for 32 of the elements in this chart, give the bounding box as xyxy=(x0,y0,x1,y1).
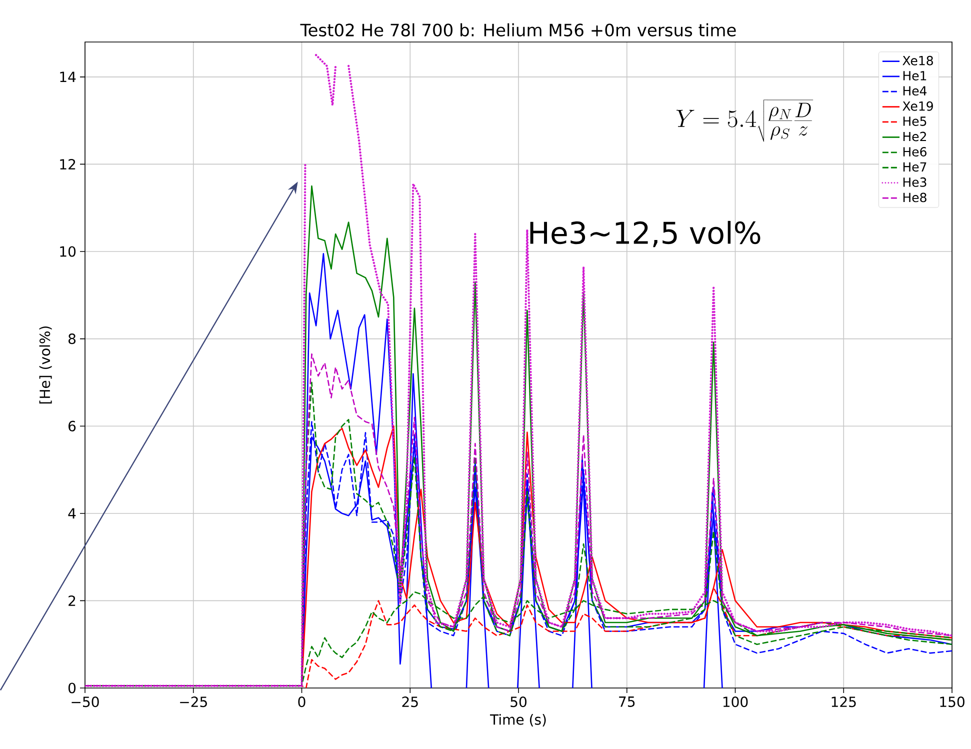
legend-label: He3 xyxy=(903,177,926,187)
x-tick-label: 150 xyxy=(940,696,964,708)
annotation: He3~12,5 vol% xyxy=(530,220,760,248)
legend-label: He2 xyxy=(903,132,926,142)
legend-label: He5 xyxy=(903,116,926,126)
y-tick-label: 0 xyxy=(68,682,76,694)
y-tick-label: 12 xyxy=(60,159,76,170)
legend-label: He7 xyxy=(903,162,926,172)
x-axis-title: Time (s) xyxy=(490,714,546,726)
chart-title: Test02 He 78l 700 b: Helium M56 +0m versus time xyxy=(300,23,736,36)
y-tick-label: 2 xyxy=(68,596,76,606)
x-tick-label: 75 xyxy=(619,696,635,707)
x-tick-label: −50 xyxy=(72,696,99,708)
y-tick-label: 6 xyxy=(68,420,76,432)
x-tick-label: 125 xyxy=(832,696,856,708)
y-axis-title: [He] (vol%) xyxy=(39,326,52,404)
y-tick-label: 4 xyxy=(68,508,76,519)
x-tick-label: −25 xyxy=(180,696,207,708)
legend-label: He1 xyxy=(903,71,926,80)
y-tick-label: 10 xyxy=(60,246,76,257)
annotation: $Y = 5.4 \sqrt{\frac{\rho_N}{\rho_S}\frac{D}{z}}$ xyxy=(676,100,814,142)
x-tick-label: 25 xyxy=(402,696,418,708)
x-tick-label: 50 xyxy=(510,696,526,708)
x-tick-label: 100 xyxy=(723,696,748,708)
legend-label: He6 xyxy=(903,147,926,156)
y-tick-label: 8 xyxy=(68,334,76,344)
y-tick-label: 14 xyxy=(60,72,76,82)
legend-label: Xe19 xyxy=(902,101,933,111)
legend-label: Xe18 xyxy=(902,56,933,66)
legend-label: He8 xyxy=(903,192,926,202)
legend-label: He4 xyxy=(903,86,927,96)
x-tick-label: 0 xyxy=(298,696,306,708)
